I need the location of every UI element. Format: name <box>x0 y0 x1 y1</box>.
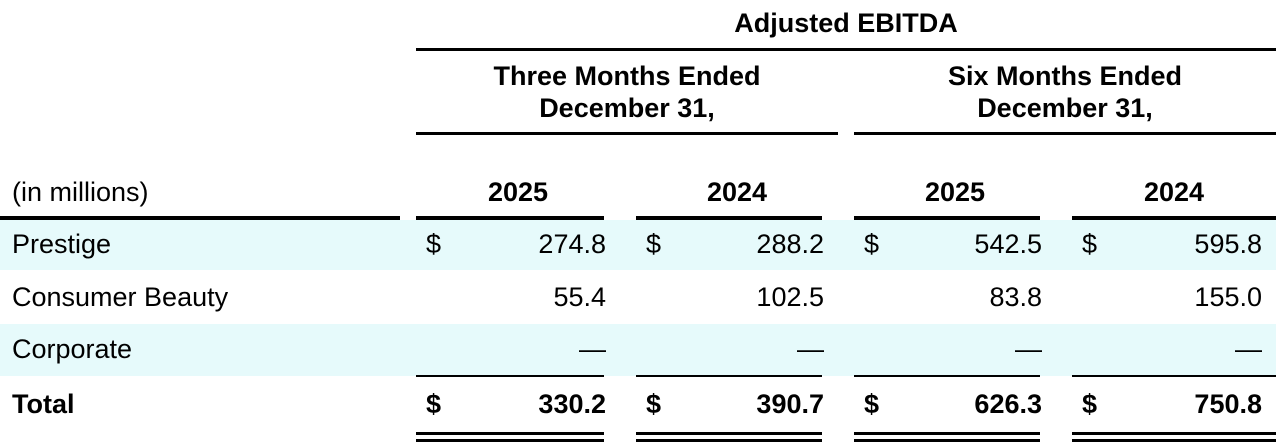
year-header: 2025 <box>924 177 986 207</box>
unit-label: (in millions) <box>12 177 149 207</box>
cell-value: 542.5 <box>974 229 1042 259</box>
cell-value: 626.3 <box>974 389 1042 419</box>
rule <box>854 432 1040 435</box>
row-label: Corporate <box>12 334 133 364</box>
year-header: 2024 <box>1143 177 1205 207</box>
rule <box>1072 375 1276 377</box>
rule <box>636 432 822 435</box>
rule <box>636 439 822 442</box>
cell-value: — <box>797 334 824 364</box>
rule <box>416 439 604 442</box>
cell-value: 55.4 <box>553 282 606 312</box>
rule <box>854 375 1040 377</box>
currency: $ <box>426 229 442 259</box>
cell-value: 83.8 <box>989 282 1042 312</box>
currency: $ <box>1082 389 1098 419</box>
cell-value: 330.2 <box>538 389 606 419</box>
period-label: Six Months Ended <box>947 61 1182 91</box>
rule <box>416 216 604 220</box>
cell-value: 274.8 <box>538 229 606 259</box>
rule <box>1072 432 1276 435</box>
cell-value: 102.5 <box>756 282 824 312</box>
rule <box>854 132 1276 135</box>
rule <box>0 216 400 220</box>
currency: $ <box>864 389 880 419</box>
period-label: December 31, <box>539 93 715 123</box>
currency: $ <box>646 229 662 259</box>
cell-value: — <box>579 334 606 364</box>
year-header: 2025 <box>487 177 549 207</box>
rule <box>854 439 1040 442</box>
cell-value: — <box>1235 334 1262 364</box>
cell-value: 595.8 <box>1194 229 1262 259</box>
cell-value: 288.2 <box>756 229 824 259</box>
row-shade <box>0 220 1276 270</box>
row-label: Total <box>12 389 75 419</box>
rule <box>1072 216 1276 220</box>
rule <box>416 132 838 135</box>
rule <box>416 48 1276 51</box>
row-label: Consumer Beauty <box>12 282 229 312</box>
cell-value: 390.7 <box>756 389 824 419</box>
header-title: Adjusted EBITDA <box>734 8 958 38</box>
period-label: Three Months Ended <box>493 61 761 91</box>
rule <box>1072 439 1276 442</box>
rule <box>416 432 604 435</box>
rule <box>416 375 604 377</box>
row-shade <box>0 324 1276 376</box>
rule <box>636 216 822 220</box>
year-header: 2024 <box>706 177 768 207</box>
currency: $ <box>646 389 662 419</box>
period-label: December 31, <box>977 93 1153 123</box>
cell-value: 750.8 <box>1194 389 1262 419</box>
rule <box>636 375 822 377</box>
currency: $ <box>864 229 880 259</box>
currency: $ <box>426 389 442 419</box>
rule <box>854 216 1040 220</box>
currency: $ <box>1082 229 1098 259</box>
row-label: Prestige <box>12 229 112 259</box>
cell-value: — <box>1015 334 1042 364</box>
cell-value: 155.0 <box>1194 282 1262 312</box>
